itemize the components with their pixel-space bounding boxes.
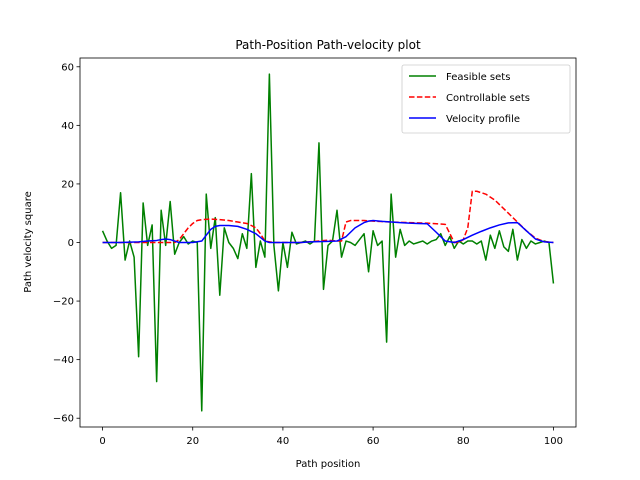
legend: Feasible sets Controllable sets Velocity p… bbox=[401, 64, 571, 134]
legend-entry: Velocity profile bbox=[446, 114, 520, 125]
x-tick-label: 100 bbox=[544, 436, 563, 447]
y-tick-label: 60 bbox=[61, 62, 74, 73]
y-tick-label: −60 bbox=[53, 414, 74, 425]
x-tick-label: 20 bbox=[186, 436, 199, 447]
y-tick-label: 40 bbox=[61, 121, 74, 132]
legend-box bbox=[401, 64, 571, 134]
x-tick-label: 0 bbox=[99, 436, 105, 447]
series-line-controllable-sets bbox=[102, 190, 554, 244]
axes: 0 20 40 60 80 100 −60 −40 −20 0 20 40 60 bbox=[53, 57, 577, 447]
series-line-velocity-profile bbox=[102, 219, 554, 244]
y-axis-label: Path velocity square bbox=[23, 191, 34, 292]
x-tick-label: 60 bbox=[367, 436, 380, 447]
y-tick-label: 20 bbox=[61, 179, 74, 190]
series-line-feasible-sets bbox=[101, 73, 555, 412]
plot-area bbox=[101, 73, 555, 412]
y-tick-label: −20 bbox=[53, 297, 74, 308]
y-tick-label: −40 bbox=[53, 355, 74, 366]
legend-entry: Feasible sets bbox=[446, 72, 510, 83]
x-tick-label: 80 bbox=[457, 436, 470, 447]
x-tick-label: 40 bbox=[277, 436, 290, 447]
chart-title: Path-Position Path-velocity plot bbox=[235, 38, 421, 52]
x-axis-label: Path position bbox=[296, 459, 361, 470]
y-tick-label: 0 bbox=[68, 238, 74, 249]
legend-entry: Controllable sets bbox=[446, 93, 530, 104]
